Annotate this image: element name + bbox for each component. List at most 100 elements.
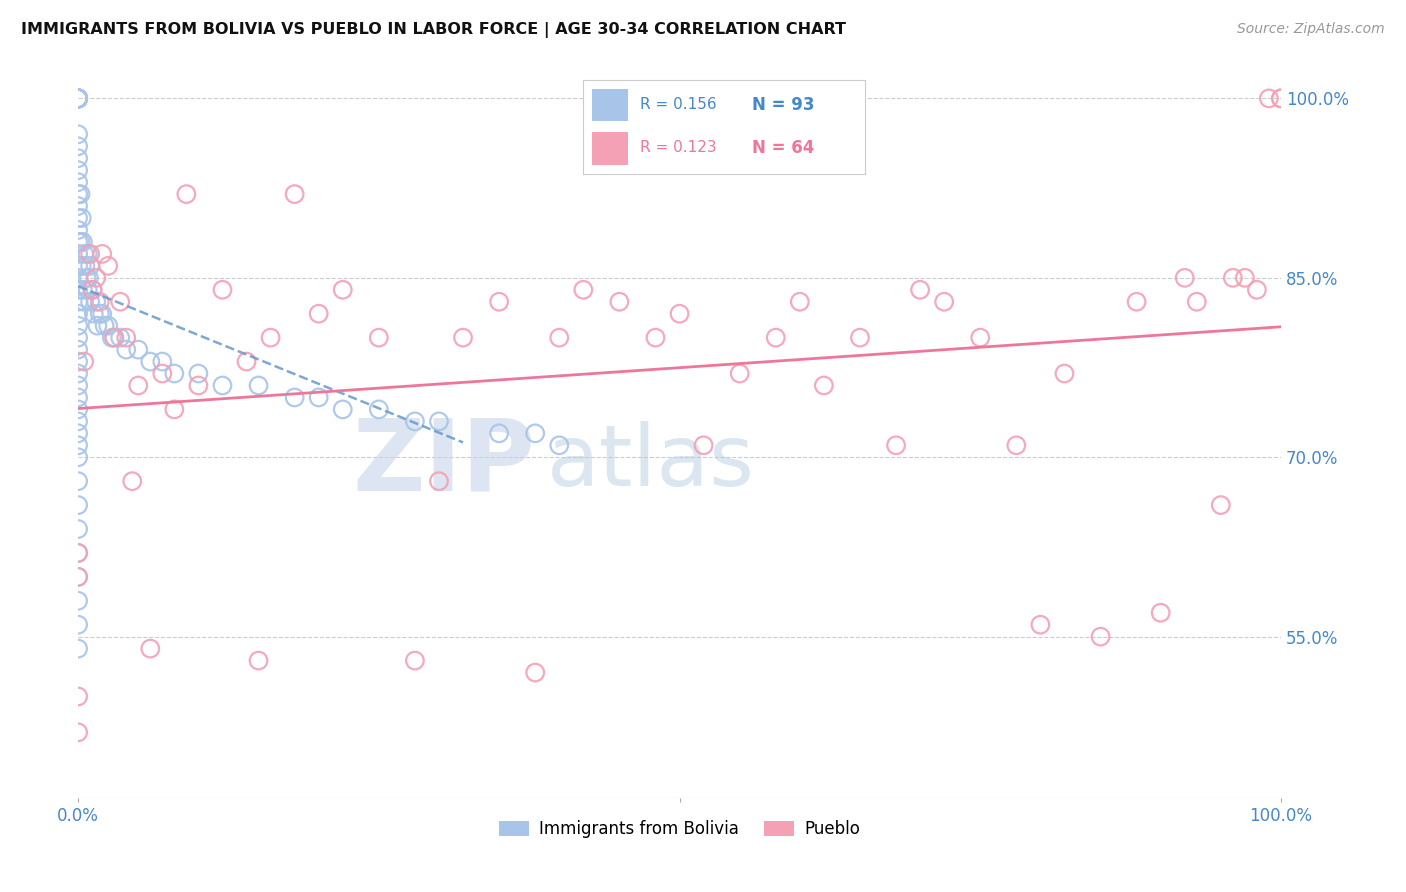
Point: [83, 307, 105, 321]
Point: [67, 91, 90, 105]
Legend: Immigrants from Bolivia, Pueblo: Immigrants from Bolivia, Pueblo: [492, 814, 866, 845]
Point: [72, 283, 94, 297]
Point: [67, 725, 90, 739]
Point: [67, 522, 90, 536]
Point: [67, 91, 90, 105]
Point: [67, 498, 90, 512]
Point: [884, 438, 907, 452]
Point: [1053, 367, 1076, 381]
Point: [1258, 91, 1281, 105]
Point: [103, 331, 125, 345]
Point: [67, 617, 90, 632]
Point: [97, 259, 120, 273]
Point: [101, 331, 124, 345]
Point: [67, 450, 90, 465]
Point: [548, 331, 571, 345]
Point: [79, 294, 101, 309]
Point: [259, 331, 281, 345]
Text: R = 0.156: R = 0.156: [640, 97, 716, 112]
Point: [404, 654, 426, 668]
Point: [67, 294, 90, 309]
Point: [67, 91, 90, 105]
Point: [67, 283, 90, 297]
Point: [176, 187, 198, 202]
Point: [115, 331, 138, 345]
Point: [1270, 91, 1292, 105]
Point: [91, 307, 114, 321]
Point: [247, 654, 270, 668]
Point: [488, 426, 510, 441]
Point: [67, 91, 90, 105]
Point: [84, 270, 107, 285]
Point: [67, 391, 90, 405]
Bar: [592, 88, 628, 121]
Text: ZIP: ZIP: [353, 414, 536, 511]
Point: [67, 570, 90, 584]
Point: [67, 247, 90, 261]
Point: [103, 331, 125, 345]
Point: [1246, 283, 1268, 297]
Point: [187, 378, 209, 392]
Point: [332, 402, 354, 417]
Point: [82, 283, 104, 297]
Point: [75, 259, 97, 273]
Point: [163, 402, 186, 417]
Point: [367, 331, 389, 345]
Point: [1150, 606, 1173, 620]
Text: Source: ZipAtlas.com: Source: ZipAtlas.com: [1237, 22, 1385, 37]
Point: [150, 367, 173, 381]
Point: [67, 91, 90, 105]
Point: [668, 307, 690, 321]
Point: [67, 414, 90, 428]
Point: [934, 294, 956, 309]
Point: [67, 91, 90, 105]
Point: [76, 247, 98, 261]
Point: [548, 438, 571, 452]
Point: [121, 474, 143, 488]
Point: [1185, 294, 1208, 309]
Point: [150, 354, 173, 368]
Point: [692, 438, 714, 452]
Point: [644, 331, 666, 345]
Point: [1005, 438, 1028, 452]
Point: [139, 641, 162, 656]
Point: [67, 378, 90, 392]
Point: [247, 378, 270, 392]
Point: [1209, 498, 1232, 512]
Point: [67, 151, 90, 165]
Point: [67, 354, 90, 368]
Point: [67, 270, 90, 285]
Point: [332, 283, 354, 297]
Point: [115, 343, 138, 357]
Point: [73, 294, 96, 309]
Point: [67, 199, 90, 213]
Point: [79, 259, 101, 273]
Point: [67, 91, 90, 105]
Point: [86, 318, 108, 333]
Point: [77, 270, 100, 285]
Point: [67, 438, 90, 452]
Point: [572, 283, 595, 297]
Point: [70, 259, 93, 273]
Point: [969, 331, 991, 345]
Point: [67, 235, 90, 249]
Point: [79, 247, 101, 261]
Point: [427, 414, 450, 428]
Point: [67, 367, 90, 381]
Point: [524, 426, 547, 441]
Point: [67, 570, 90, 584]
Point: [67, 318, 90, 333]
Point: [284, 391, 307, 405]
Point: [69, 235, 91, 249]
Point: [1222, 270, 1244, 285]
Point: [67, 307, 90, 321]
Point: [72, 235, 94, 249]
Point: [1270, 91, 1292, 105]
Point: [67, 91, 90, 105]
Point: [67, 175, 90, 189]
Point: [67, 426, 90, 441]
Point: [67, 343, 90, 357]
Point: [73, 247, 96, 261]
Point: [89, 307, 111, 321]
Point: [91, 247, 114, 261]
